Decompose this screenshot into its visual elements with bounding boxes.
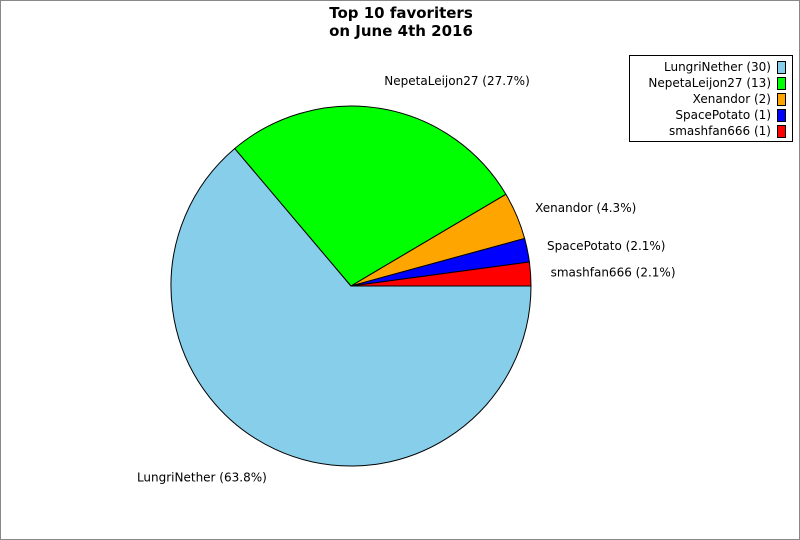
legend-label: NepetaLeijon27 (13) (648, 76, 771, 90)
pie-label-smashfan666: smashfan666 (2.1%) (551, 266, 676, 280)
legend-swatch (777, 108, 786, 122)
pie-slice-lungrinether (170, 147, 532, 467)
pie-slice-smashfan666 (350, 261, 532, 287)
legend: LungriNether (30) NepetaLeijon27 (13) Xe… (629, 55, 793, 142)
legend-item-xenandor: Xenandor (2) (636, 91, 786, 107)
pie-label-xenandor: Xenandor (4.3%) (535, 201, 636, 215)
legend-label: Xenandor (2) (692, 92, 771, 106)
legend-item-lungrinether: LungriNether (30) (636, 59, 786, 75)
pie-label-lungrinether: LungriNether (63.8%) (137, 470, 267, 484)
legend-label: LungriNether (30) (663, 60, 771, 74)
pie-label-nepetaleijon27: NepetaLeijon27 (27.7%) (384, 74, 529, 88)
legend-label: SpacePotato (1) (675, 108, 771, 122)
legend-swatch (777, 124, 786, 138)
legend-item-smashfan666: smashfan666 (1) (636, 123, 786, 139)
legend-swatch (777, 76, 786, 90)
pie-slice-nepetaleijon27 (234, 105, 507, 287)
legend-item-spacepotato: SpacePotato (1) (636, 107, 786, 123)
legend-label: smashfan666 (1) (668, 124, 771, 138)
legend-item-nepetaleijon27: NepetaLeijon27 (13) (636, 75, 786, 91)
legend-swatch (777, 60, 786, 74)
chart-title-line-2: on June 4th 2016 (329, 22, 473, 40)
chart-title: Top 10 favoriters on June 4th 2016 (1, 4, 799, 40)
chart-title-line-1: Top 10 favoriters (329, 4, 473, 22)
legend-swatch (777, 92, 786, 106)
pie-label-spacepotato: SpacePotato (2.1%) (547, 239, 666, 253)
